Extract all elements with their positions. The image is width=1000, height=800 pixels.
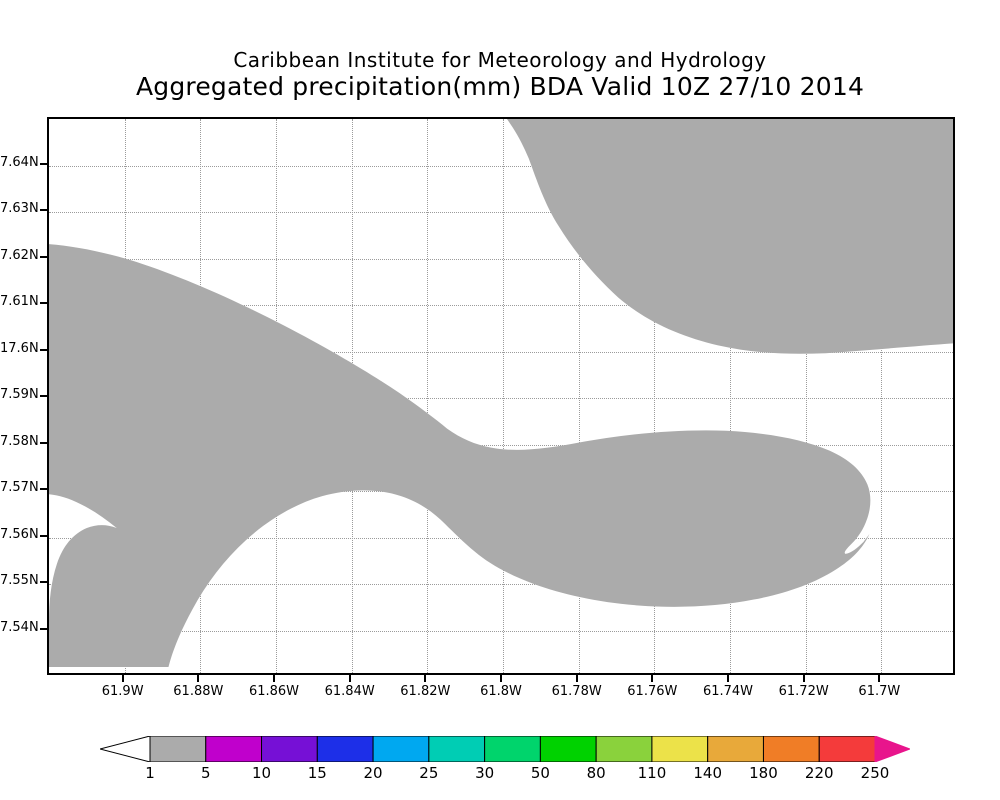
colorbar-tick-label: 1: [145, 764, 155, 782]
x-axis-label: 61.78W: [551, 684, 602, 699]
colorbar-band: [149, 736, 207, 762]
colorbar-band: [316, 736, 374, 762]
colorbar-tick-label: 250: [860, 764, 890, 782]
colorbar: [100, 736, 910, 762]
colorbar-band: [428, 736, 486, 762]
y-axis-label: 7.54N: [0, 619, 39, 635]
x-axis-tick: [802, 675, 805, 682]
y-axis-tick: [40, 255, 47, 258]
y-axis-tick: [40, 302, 47, 304]
colorbar-over-arrow: [874, 736, 910, 762]
colorbar-tick-label: 10: [251, 764, 272, 782]
y-axis-tick: [40, 348, 47, 351]
x-axis-tick: [651, 675, 654, 682]
x-axis-label: 61.82W: [400, 684, 451, 699]
colorbar-tick-label: 25: [419, 764, 439, 782]
page-title: Aggregated precipitation(mm) BDA Valid 1…: [135, 72, 865, 101]
colorbar-band: [261, 736, 318, 762]
y-axis-tick: [40, 488, 47, 490]
x-axis-label: 61.88W: [173, 684, 224, 699]
y-axis-label: 17.6N: [0, 340, 39, 356]
x-axis-tick: [121, 675, 124, 682]
precip-region-main: [49, 244, 871, 668]
colorbar-under-arrow: [100, 736, 151, 762]
colorbar-tick-label: 50: [530, 764, 550, 782]
colorbar-tick-label: 15: [307, 764, 327, 782]
colorbar-swatches: [100, 736, 910, 762]
colorbar-tick-label: 80: [586, 764, 606, 782]
y-axis-tick: [40, 441, 47, 444]
y-axis-label: 7.64N: [0, 154, 39, 170]
x-axis-tick: [878, 675, 881, 682]
colorbar-band: [818, 736, 876, 762]
colorbar-band: [372, 736, 430, 762]
y-axis-label: 7.58N: [0, 433, 39, 449]
institute-subtitle: Caribbean Institute for Meteorology and …: [233, 48, 767, 72]
colorbar-tick-label: 5: [200, 764, 211, 782]
y-axis-tick: [40, 534, 47, 537]
y-axis-label: 7.59N: [0, 387, 39, 402]
chart-title-block: Caribbean Institute for Meteorology and …: [0, 48, 1000, 102]
colorbar-band: [762, 736, 820, 762]
x-axis-tick: [348, 675, 351, 682]
y-axis-tick: [40, 209, 47, 211]
colorbar-band: [205, 736, 263, 762]
x-axis-label: 61.84W: [324, 684, 375, 699]
x-axis-label: 61.76W: [627, 684, 678, 699]
y-axis-tick: [40, 395, 47, 397]
y-axis-label: 7.61N: [0, 294, 39, 309]
colorbar-tick-label: 20: [363, 764, 383, 782]
y-axis-label: 7.55N: [0, 573, 39, 588]
y-axis-label: 7.63N: [0, 201, 39, 216]
colorbar-tick-label: 30: [475, 764, 495, 782]
colorbar-tick-label: 140: [693, 764, 723, 782]
colorbar-tick-label: 180: [749, 764, 778, 782]
map-plot-area: [47, 117, 955, 675]
x-axis-tick: [500, 675, 502, 682]
x-axis-tick: [197, 675, 200, 682]
x-axis-label: 61.8W: [480, 684, 522, 699]
y-axis-label: 7.57N: [0, 480, 39, 495]
x-axis-tick: [727, 675, 729, 682]
colorbar-band: [484, 736, 541, 762]
y-axis-label: 7.62N: [0, 247, 39, 263]
x-axis-label: 61.72W: [778, 684, 829, 699]
y-axis-label: 7.56N: [0, 526, 39, 542]
x-axis-tick: [575, 675, 578, 682]
colorbar-band: [707, 736, 764, 762]
x-axis-label: 61.7W: [858, 684, 901, 699]
x-axis-label: 61.9W: [101, 684, 144, 699]
colorbar-band: [651, 736, 709, 762]
colorbar-band: [595, 736, 653, 762]
colorbar-band: [539, 736, 597, 762]
precipitation-contour-map: [49, 119, 953, 668]
y-axis-tick: [40, 581, 47, 583]
precip-region-northeast: [506, 119, 953, 354]
colorbar-tick-label: 110: [637, 764, 667, 782]
x-axis-tick: [273, 675, 275, 682]
x-axis-label: 61.86W: [248, 684, 300, 699]
y-axis-tick: [40, 627, 47, 630]
x-axis-tick: [424, 675, 427, 682]
y-axis-tick: [40, 162, 47, 165]
x-axis-label: 61.74W: [702, 684, 754, 699]
colorbar-tick-label: 220: [804, 764, 834, 782]
